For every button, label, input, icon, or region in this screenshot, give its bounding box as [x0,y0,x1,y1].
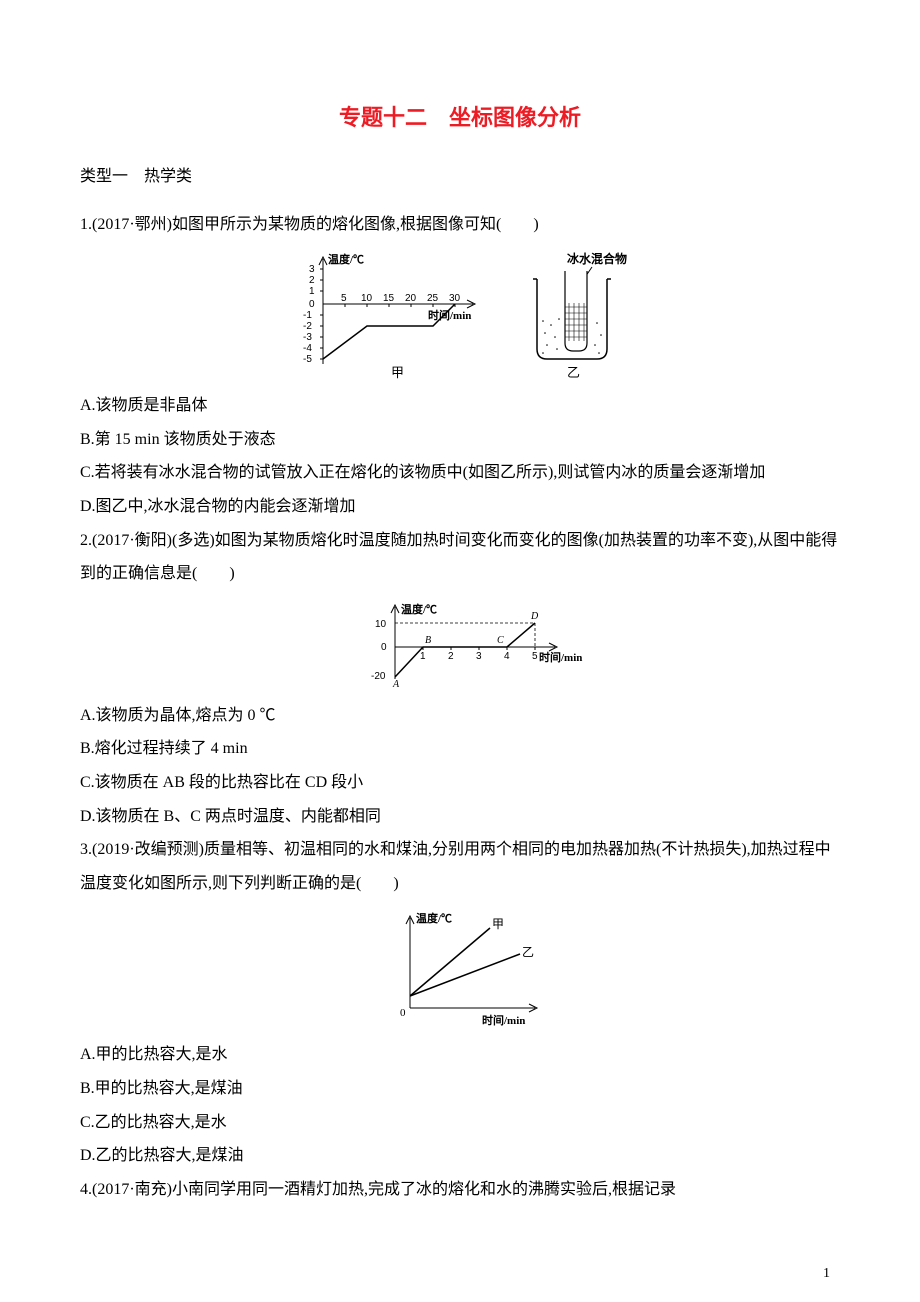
fig2-ytick-n20: -20 [371,671,386,682]
q1-optC: C.若将装有冰水混合物的试管放入正在熔化的该物质中(如图乙所示),则试管内冰的质… [80,456,840,490]
q2-optC: C.该物质在 AB 段的比热容比在 CD 段小 [80,766,840,800]
fig3-xlabel: 时间/min [482,1013,525,1027]
q3-optD: D.乙的比热容大,是煤油 [80,1139,840,1173]
fig2-point-D: D [530,611,539,622]
page-title: 专题十二 坐标图像分析 [80,100,840,132]
fig1-xtick-20: 20 [405,293,417,304]
fig2-ytick-0: 0 [381,642,387,653]
fig1-ytick-n5: -5 [303,354,312,365]
q3-optB: B.甲的比热容大,是煤油 [80,1072,840,1106]
question-3: 3.(2019·改编预测)质量相等、初温相同的水和煤油,分别用两个相同的电加热器… [80,833,840,900]
fig1-xlabel: 时间/min [428,308,471,322]
question-2: 2.(2017·衡阳)(多选)如图为某物质熔化时温度随加热时间变化而变化的图像(… [80,524,840,591]
fig1-ytick-n1: -1 [303,310,312,321]
fig1-xtick-15: 15 [383,293,395,304]
q4-stem: 4.(2017·南充)小南同学用同一酒精灯加热,完成了冰的熔化和水的沸腾实验后,… [80,1173,840,1207]
fig2-xtick-3: 3 [476,651,482,662]
fig1-ytick-2: 2 [309,275,315,286]
fig1-top-label: 冰水混合物 [567,251,627,266]
page-number: 1 [823,1266,830,1282]
section-heading: 类型一 热学类 [80,160,840,194]
figure-2: 10 0 -20 1 2 3 4 5 A B C D [80,599,840,689]
fig1-ytick-n3: -3 [303,332,312,343]
q1-stem: 1.(2017·鄂州)如图甲所示为某物质的熔化图像,根据图像可知( ) [80,208,840,242]
q3-stem: 3.(2019·改编预测)质量相等、初温相同的水和煤油,分别用两个相同的电加热器… [80,833,840,900]
fig2-xtick-2: 2 [448,651,454,662]
q3-optA: A.甲的比热容大,是水 [80,1038,840,1072]
fig1-ytick-n4: -4 [303,343,312,354]
fig2-xtick-1: 1 [420,651,426,662]
fig1-xtick-25: 25 [427,293,439,304]
fig3-origin: 0 [400,1007,406,1019]
figure-1: 3 2 1 0 -1 -2 -3 -4 -5 [80,249,840,379]
fig1-xtick-30: 30 [449,293,461,304]
fig2-xtick-5: 5 [532,651,538,662]
q1-optD: D.图乙中,冰水混合物的内能会逐渐增加 [80,490,840,524]
fig3-ylabel: 温度/℃ [416,911,452,925]
fig2-xlabel: 时间/min [539,650,582,664]
fig1-caption-right: 乙 [567,365,580,379]
q2-optD: D.该物质在 B、C 两点时温度、内能都相同 [80,800,840,834]
fig2-point-A: A [392,679,400,689]
fig1-xtick-10: 10 [361,293,373,304]
question-4: 4.(2017·南充)小南同学用同一酒精灯加热,完成了冰的熔化和水的沸腾实验后,… [80,1173,840,1207]
fig1-xtick-5: 5 [341,293,347,304]
fig3-label-b: 乙 [522,945,534,959]
fig1-ylabel: 温度/℃ [328,252,364,266]
q1-optB: B.第 15 min 该物质处于液态 [80,423,840,457]
figure-3: 甲 乙 0 温度/℃ 时间/min [80,908,840,1028]
fig2-xtick-4: 4 [504,651,510,662]
q1-optA: A.该物质是非晶体 [80,389,840,423]
fig2-point-B: B [425,635,431,646]
q3-optC: C.乙的比热容大,是水 [80,1106,840,1140]
fig1-ytick-0: 0 [309,299,315,310]
question-1: 1.(2017·鄂州)如图甲所示为某物质的熔化图像,根据图像可知( ) [80,208,840,242]
fig2-ytick-10: 10 [375,619,387,630]
q2-optA: A.该物质为晶体,熔点为 0 ℃ [80,699,840,733]
q2-optB: B.熔化过程持续了 4 min [80,732,840,766]
fig1-caption-left: 甲 [391,365,404,379]
q2-stem: 2.(2017·衡阳)(多选)如图为某物质熔化时温度随加热时间变化而变化的图像(… [80,524,840,591]
fig1-ytick-1: 1 [309,286,315,297]
fig1-ytick-n2: -2 [303,321,312,332]
fig2-point-C: C [497,635,504,646]
fig1-ytick-3: 3 [309,264,315,275]
fig3-label-a: 甲 [492,917,504,931]
fig2-ylabel: 温度/℃ [401,602,437,616]
